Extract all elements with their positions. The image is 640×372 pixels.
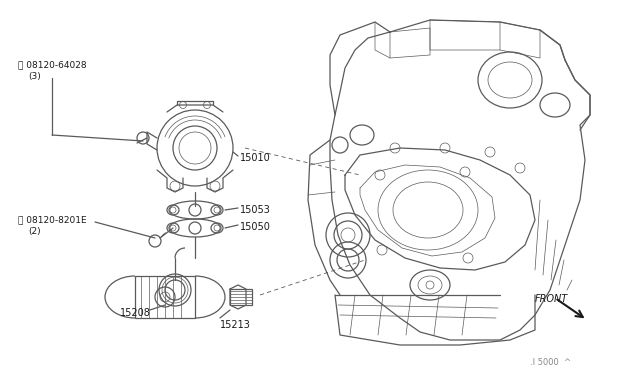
Text: 15010: 15010 <box>240 153 271 163</box>
Bar <box>230 289 252 305</box>
Text: 15053: 15053 <box>240 205 271 215</box>
Text: (2): (2) <box>28 227 40 236</box>
Text: 15213: 15213 <box>220 320 251 330</box>
Text: FRONT: FRONT <box>535 294 568 304</box>
Text: (3): (3) <box>28 72 41 81</box>
Bar <box>135 276 195 318</box>
Text: 15208: 15208 <box>120 308 151 318</box>
Text: 15050: 15050 <box>240 222 271 232</box>
Text: Ⓑ 08120-64028: Ⓑ 08120-64028 <box>18 60 86 69</box>
Text: .I 5000  ^: .I 5000 ^ <box>530 358 571 367</box>
Text: Ⓑ 08120-8201E: Ⓑ 08120-8201E <box>18 215 86 224</box>
